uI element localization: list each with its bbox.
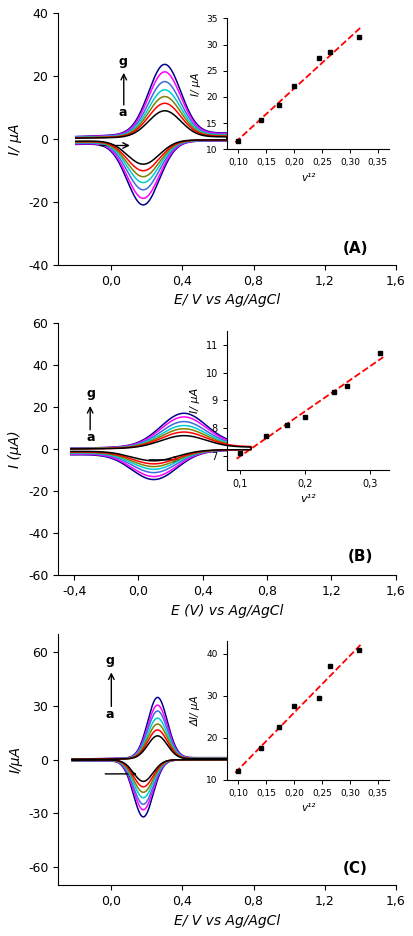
Text: a: a bbox=[87, 431, 95, 444]
Text: a: a bbox=[118, 106, 127, 119]
Text: (B): (B) bbox=[347, 548, 372, 563]
Y-axis label: I (μA): I (μA) bbox=[8, 431, 22, 468]
Text: a: a bbox=[106, 709, 114, 721]
Text: (A): (A) bbox=[342, 241, 367, 256]
Y-axis label: I/ μA: I/ μA bbox=[8, 124, 22, 155]
Text: g: g bbox=[118, 55, 127, 68]
X-axis label: E/ V vs Ag/AgCl: E/ V vs Ag/AgCl bbox=[173, 293, 279, 307]
X-axis label: E/ V vs Ag/AgCl: E/ V vs Ag/AgCl bbox=[173, 914, 279, 928]
X-axis label: E (V) vs Ag/AgCl: E (V) vs Ag/AgCl bbox=[170, 604, 282, 618]
Text: g: g bbox=[87, 387, 95, 400]
Text: g: g bbox=[106, 654, 114, 667]
Text: (C): (C) bbox=[342, 861, 366, 876]
Y-axis label: I/μA: I/μA bbox=[8, 746, 22, 773]
